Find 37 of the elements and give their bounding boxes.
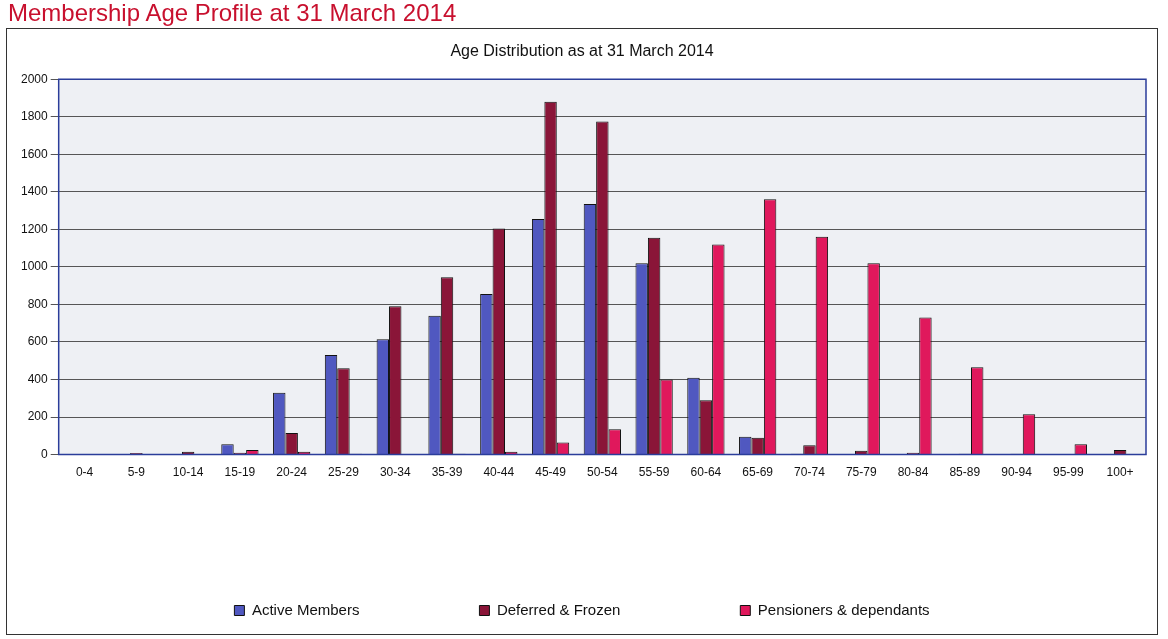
y-tick-label: 1400 — [20, 184, 49, 199]
x-tick-label: 15-19 — [224, 465, 256, 480]
x-tick-label: 0-4 — [75, 465, 94, 480]
x-tick-label: 95-99 — [1052, 465, 1084, 480]
x-tick-label: 20-24 — [276, 465, 308, 480]
y-tick-label: 1000 — [20, 259, 49, 274]
x-tick-label: 40-44 — [483, 465, 515, 480]
x-tick-label: 30-34 — [379, 465, 411, 480]
x-tick-label: 75-79 — [845, 465, 877, 480]
legend-label: Pensioners & dependants — [757, 600, 930, 618]
x-tick-label: 45-49 — [535, 465, 567, 480]
x-tick-label: 85-89 — [949, 465, 981, 480]
y-tick-label: 800 — [27, 296, 49, 311]
x-tick-label: 55-59 — [638, 465, 670, 480]
y-tick-label: 0 — [41, 446, 49, 461]
y-tick-label: 400 — [27, 371, 49, 386]
x-tick-label: 35-39 — [431, 465, 463, 480]
y-tick-label: 1600 — [20, 146, 49, 161]
chart-title: Age Distribution as at 31 March 2014 — [450, 42, 714, 60]
x-tick-label: 50-54 — [587, 465, 619, 480]
x-tick-label: 65-69 — [742, 465, 774, 480]
x-tick-label: 5-9 — [127, 465, 146, 480]
text: Membership Age Profile at 31 March 2014 — [8, 0, 457, 26]
legend-label: Active Members — [251, 600, 360, 618]
x-tick-label: 25-29 — [328, 465, 360, 480]
x-tick-label: 80-84 — [897, 465, 929, 480]
y-tick-label: 1200 — [20, 221, 49, 236]
x-tick-label: 90-94 — [1001, 465, 1033, 480]
y-tick-label: 200 — [27, 409, 49, 424]
y-tick-label: 2000 — [20, 71, 49, 86]
x-tick-label: 60-64 — [690, 465, 722, 480]
x-tick-label: 70-74 — [794, 465, 826, 480]
y-tick-label: 600 — [27, 334, 49, 349]
y-tick-label: 1800 — [20, 109, 49, 124]
x-tick-label: 100+ — [1106, 465, 1134, 480]
x-tick-label: 10-14 — [172, 465, 204, 480]
legend-label: Deferred & Frozen — [496, 600, 621, 618]
